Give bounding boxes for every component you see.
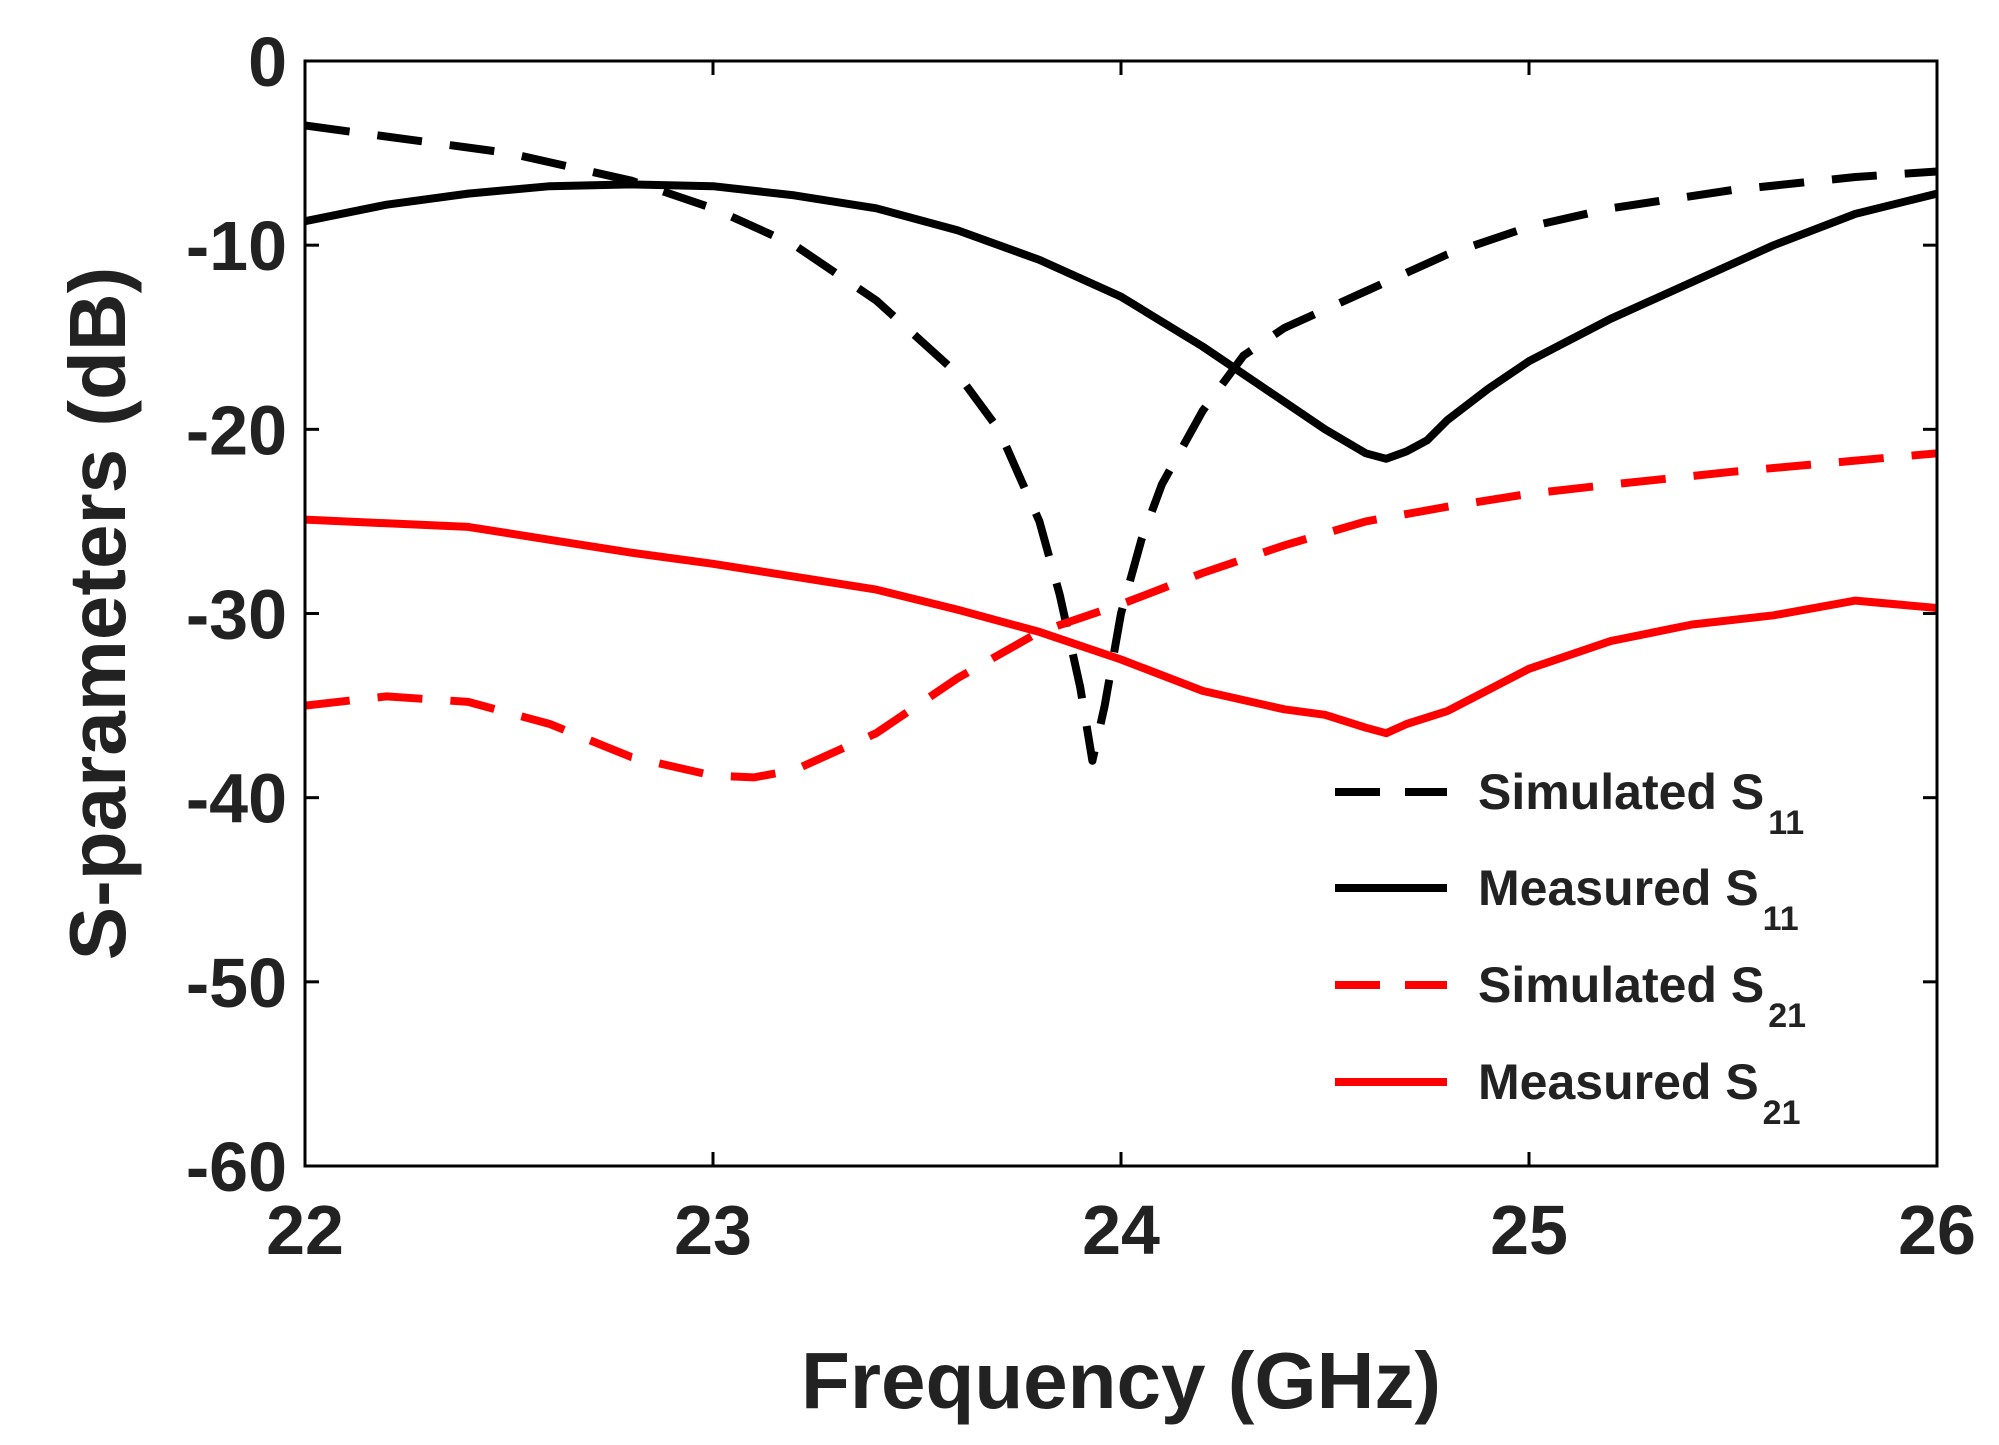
- tick-layer: 22 23 24 25 26 0 -10 -20 -30 -40 -50 -60: [186, 23, 1976, 1269]
- series-layer: [305, 121, 1937, 782]
- legend-label: Measured S: [1478, 1054, 1759, 1110]
- legend-subscript: 21: [1763, 1094, 1801, 1132]
- legend-subscript: 21: [1768, 997, 1806, 1035]
- x-axis-title: Frequency (GHz): [801, 1336, 1441, 1425]
- x-tick-label: 26: [1898, 1191, 1976, 1269]
- y-tick-label: -60: [186, 1128, 287, 1206]
- series-line-measured-s11: [305, 180, 1937, 463]
- x-tick-label: 25: [1490, 1191, 1568, 1269]
- y-axis-title: S-parameters (dB): [53, 267, 142, 961]
- y-tick-label: -50: [186, 944, 287, 1022]
- legend-label: Measured S: [1478, 860, 1759, 916]
- legend-subscript: 11: [1763, 900, 1799, 938]
- y-tick-label: -30: [186, 576, 287, 654]
- y-tick-label: -20: [186, 391, 287, 469]
- x-tick-label: 23: [674, 1191, 752, 1269]
- x-tick-label: 22: [266, 1191, 344, 1269]
- legend-subscript: 11: [1768, 804, 1804, 842]
- y-tick-label: -40: [186, 760, 287, 838]
- x-tick-label: 24: [1082, 1191, 1160, 1269]
- y-tick-label: 0: [248, 23, 287, 101]
- series-line-measured-s21: [305, 515, 1937, 738]
- y-tick-label: -10: [186, 207, 287, 285]
- series-line-simulated-s11: [305, 121, 1937, 765]
- legend-label: Simulated S: [1478, 764, 1764, 820]
- legend-label: Simulated S: [1478, 957, 1764, 1013]
- series-line-simulated-s21: [305, 449, 1937, 782]
